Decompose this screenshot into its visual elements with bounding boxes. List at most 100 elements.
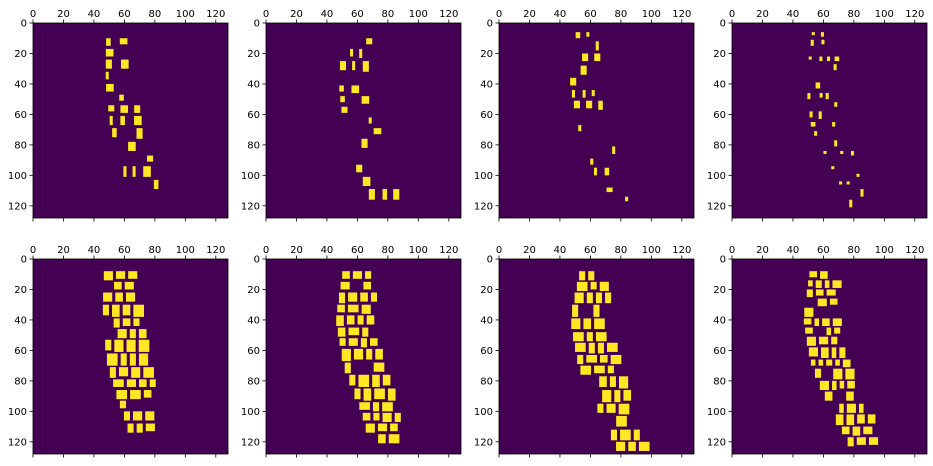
mask-blob [846, 414, 855, 426]
mask-blob [834, 327, 841, 334]
mask-blob [820, 271, 828, 279]
x-tick-label: 80 [149, 245, 162, 256]
y-tick-label: 0 [720, 19, 726, 30]
heatmap-1: 0 20 40 60 80 100 120 0 20 40 60 80 100 120 [8, 9, 229, 222]
x-tick-label: 20 [290, 9, 303, 20]
y-tick-label: 60 [14, 346, 27, 357]
mask-blob [607, 365, 614, 374]
mask-blob [394, 412, 401, 423]
mask-blob [594, 53, 601, 62]
y-tick-label: 80 [480, 376, 493, 387]
subplot-5: 0 20 40 60 80 100 120 0 20 40 60 80 100 120 [8, 245, 229, 458]
axes-frame [265, 258, 462, 455]
mask-blob [845, 368, 855, 380]
mask-blob [588, 342, 595, 354]
x-tick-label: 100 [176, 9, 195, 20]
y-tick-label: 0 [487, 19, 493, 30]
mask-blob [363, 281, 372, 290]
mask-blob [352, 271, 363, 279]
heatmap-4: 0 20 40 60 80 100 120 0 20 40 60 80 100 120 [707, 9, 928, 222]
mask-blob [133, 411, 143, 421]
mask-blob [618, 403, 630, 415]
y-tick-label: 20 [480, 285, 493, 296]
y-tick-label: 120 [474, 201, 493, 212]
mask-blob [826, 359, 833, 366]
x-tick-label: 40 [321, 9, 334, 20]
mask-blob [604, 167, 610, 176]
mask-blobs [570, 32, 629, 202]
mask-blob [373, 128, 382, 135]
mask-blob [807, 93, 811, 100]
mask-blob [846, 181, 850, 185]
mask-blob [360, 338, 367, 348]
mask-blob [842, 359, 851, 368]
mask-blob [122, 304, 131, 316]
x-tick-label: 0 [30, 245, 36, 256]
mask-blob [835, 359, 840, 366]
mask-blob [378, 434, 386, 444]
mask-blob [806, 336, 816, 346]
mask-blob [832, 380, 837, 391]
mask-blob [363, 388, 372, 401]
mask-blob [804, 307, 814, 317]
mask-blob [377, 423, 388, 432]
mask-blob [337, 304, 345, 313]
mask-blob [808, 280, 813, 287]
mask-blob [579, 271, 586, 281]
mask-blob [143, 166, 151, 177]
mask-blob [366, 38, 373, 45]
axes-frame [32, 258, 229, 455]
mask-blob [119, 400, 126, 409]
mask-blob [586, 292, 593, 304]
mask-blob [856, 173, 860, 177]
mask-blob [811, 32, 815, 36]
mask-blob [599, 376, 607, 387]
mask-blob [130, 390, 141, 400]
x-tick-label: 80 [149, 9, 162, 20]
mask-blob [597, 342, 604, 354]
mask-blob [108, 105, 115, 112]
mask-blobs [105, 38, 159, 190]
heatmap-background [732, 259, 927, 454]
x-tick-label: 100 [409, 245, 428, 256]
mask-blob [373, 362, 385, 372]
heatmap-6: 0 20 40 60 80 100 120 0 20 40 60 80 100 120 [241, 245, 462, 458]
mask-blob [116, 390, 128, 400]
mask-blob [834, 140, 838, 147]
mask-blob [571, 318, 581, 330]
mask-blob [810, 359, 816, 366]
x-tick-label: 80 [615, 245, 628, 256]
axes-frame [731, 258, 928, 455]
mask-blob [362, 176, 371, 187]
x-tick-label: 60 [351, 245, 364, 256]
mask-blob [109, 367, 116, 378]
y-tick-label: 40 [713, 79, 726, 90]
mask-blob [823, 150, 827, 155]
mask-blob [574, 292, 584, 304]
y-tick-label: 120 [707, 437, 726, 448]
y-tick-label: 80 [247, 376, 260, 387]
mask-blob [819, 336, 829, 345]
mask-blob [341, 348, 351, 362]
mask-blob [361, 138, 368, 148]
y-tick-label: 40 [480, 79, 493, 90]
y-tick-label: 100 [241, 407, 260, 418]
subplot-3: 0 20 40 60 80 100 120 0 20 40 60 80 100 120 [474, 9, 695, 222]
mask-blob [599, 281, 609, 291]
y-tick-label: 120 [241, 201, 260, 212]
mask-blob [390, 423, 398, 432]
y-tick-label: 80 [713, 140, 726, 151]
mask-blob [609, 376, 616, 387]
mask-blob [832, 280, 842, 288]
y-tick-label: 40 [247, 79, 260, 90]
mask-blob [833, 368, 843, 380]
mask-blob [857, 414, 865, 424]
mask-blob [829, 298, 838, 305]
mask-blob [834, 56, 840, 62]
mask-blob [825, 93, 829, 100]
y-tick-label: 60 [713, 110, 726, 121]
x-tick-label: 100 [875, 245, 894, 256]
subplot-4: 0 20 40 60 80 100 120 0 20 40 60 80 100 120 [707, 9, 928, 222]
mask-blob [362, 327, 369, 337]
mask-blob [388, 434, 400, 444]
